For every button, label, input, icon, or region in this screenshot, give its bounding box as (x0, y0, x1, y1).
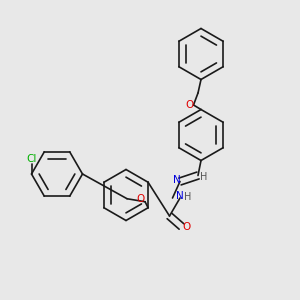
Text: Cl: Cl (26, 154, 37, 164)
Text: O: O (182, 221, 190, 232)
Text: N: N (176, 190, 184, 201)
Text: H: H (200, 172, 207, 182)
Text: N: N (173, 175, 181, 185)
Text: H: H (184, 192, 192, 203)
Text: O: O (136, 194, 144, 204)
Text: O: O (186, 100, 194, 110)
